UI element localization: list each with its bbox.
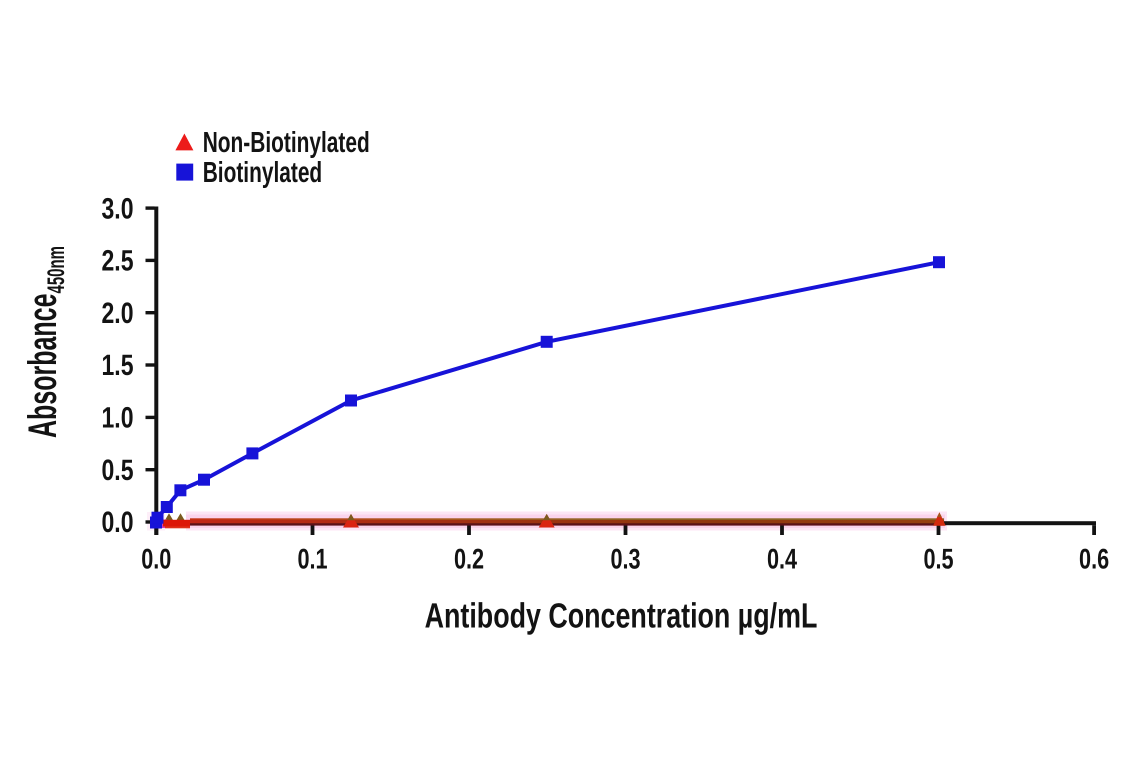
- svg-text:0.3: 0.3: [610, 543, 640, 575]
- svg-text:2.0: 2.0: [102, 297, 134, 330]
- svg-text:0.1: 0.1: [297, 543, 327, 575]
- svg-text:2.5: 2.5: [102, 245, 134, 278]
- svg-text:Absorbance450nm: Absorbance450nm: [21, 246, 70, 438]
- svg-text:0.5: 0.5: [102, 454, 134, 487]
- svg-text:0.4: 0.4: [767, 543, 797, 575]
- svg-text:0.0: 0.0: [141, 543, 171, 575]
- svg-text:0.6: 0.6: [1079, 543, 1109, 575]
- svg-text:1.5: 1.5: [102, 349, 134, 382]
- svg-text:0.5: 0.5: [923, 543, 953, 575]
- svg-text:Non-Biotinylated: Non-Biotinylated: [203, 127, 370, 159]
- svg-text:Biotinylated: Biotinylated: [203, 157, 322, 189]
- svg-text:3.0: 3.0: [102, 192, 134, 225]
- svg-text:Antibody Concentration µg/mL: Antibody Concentration µg/mL: [425, 597, 818, 636]
- svg-text:0.2: 0.2: [454, 543, 484, 575]
- svg-text:1.0: 1.0: [102, 402, 134, 435]
- svg-text:0.0: 0.0: [102, 506, 134, 539]
